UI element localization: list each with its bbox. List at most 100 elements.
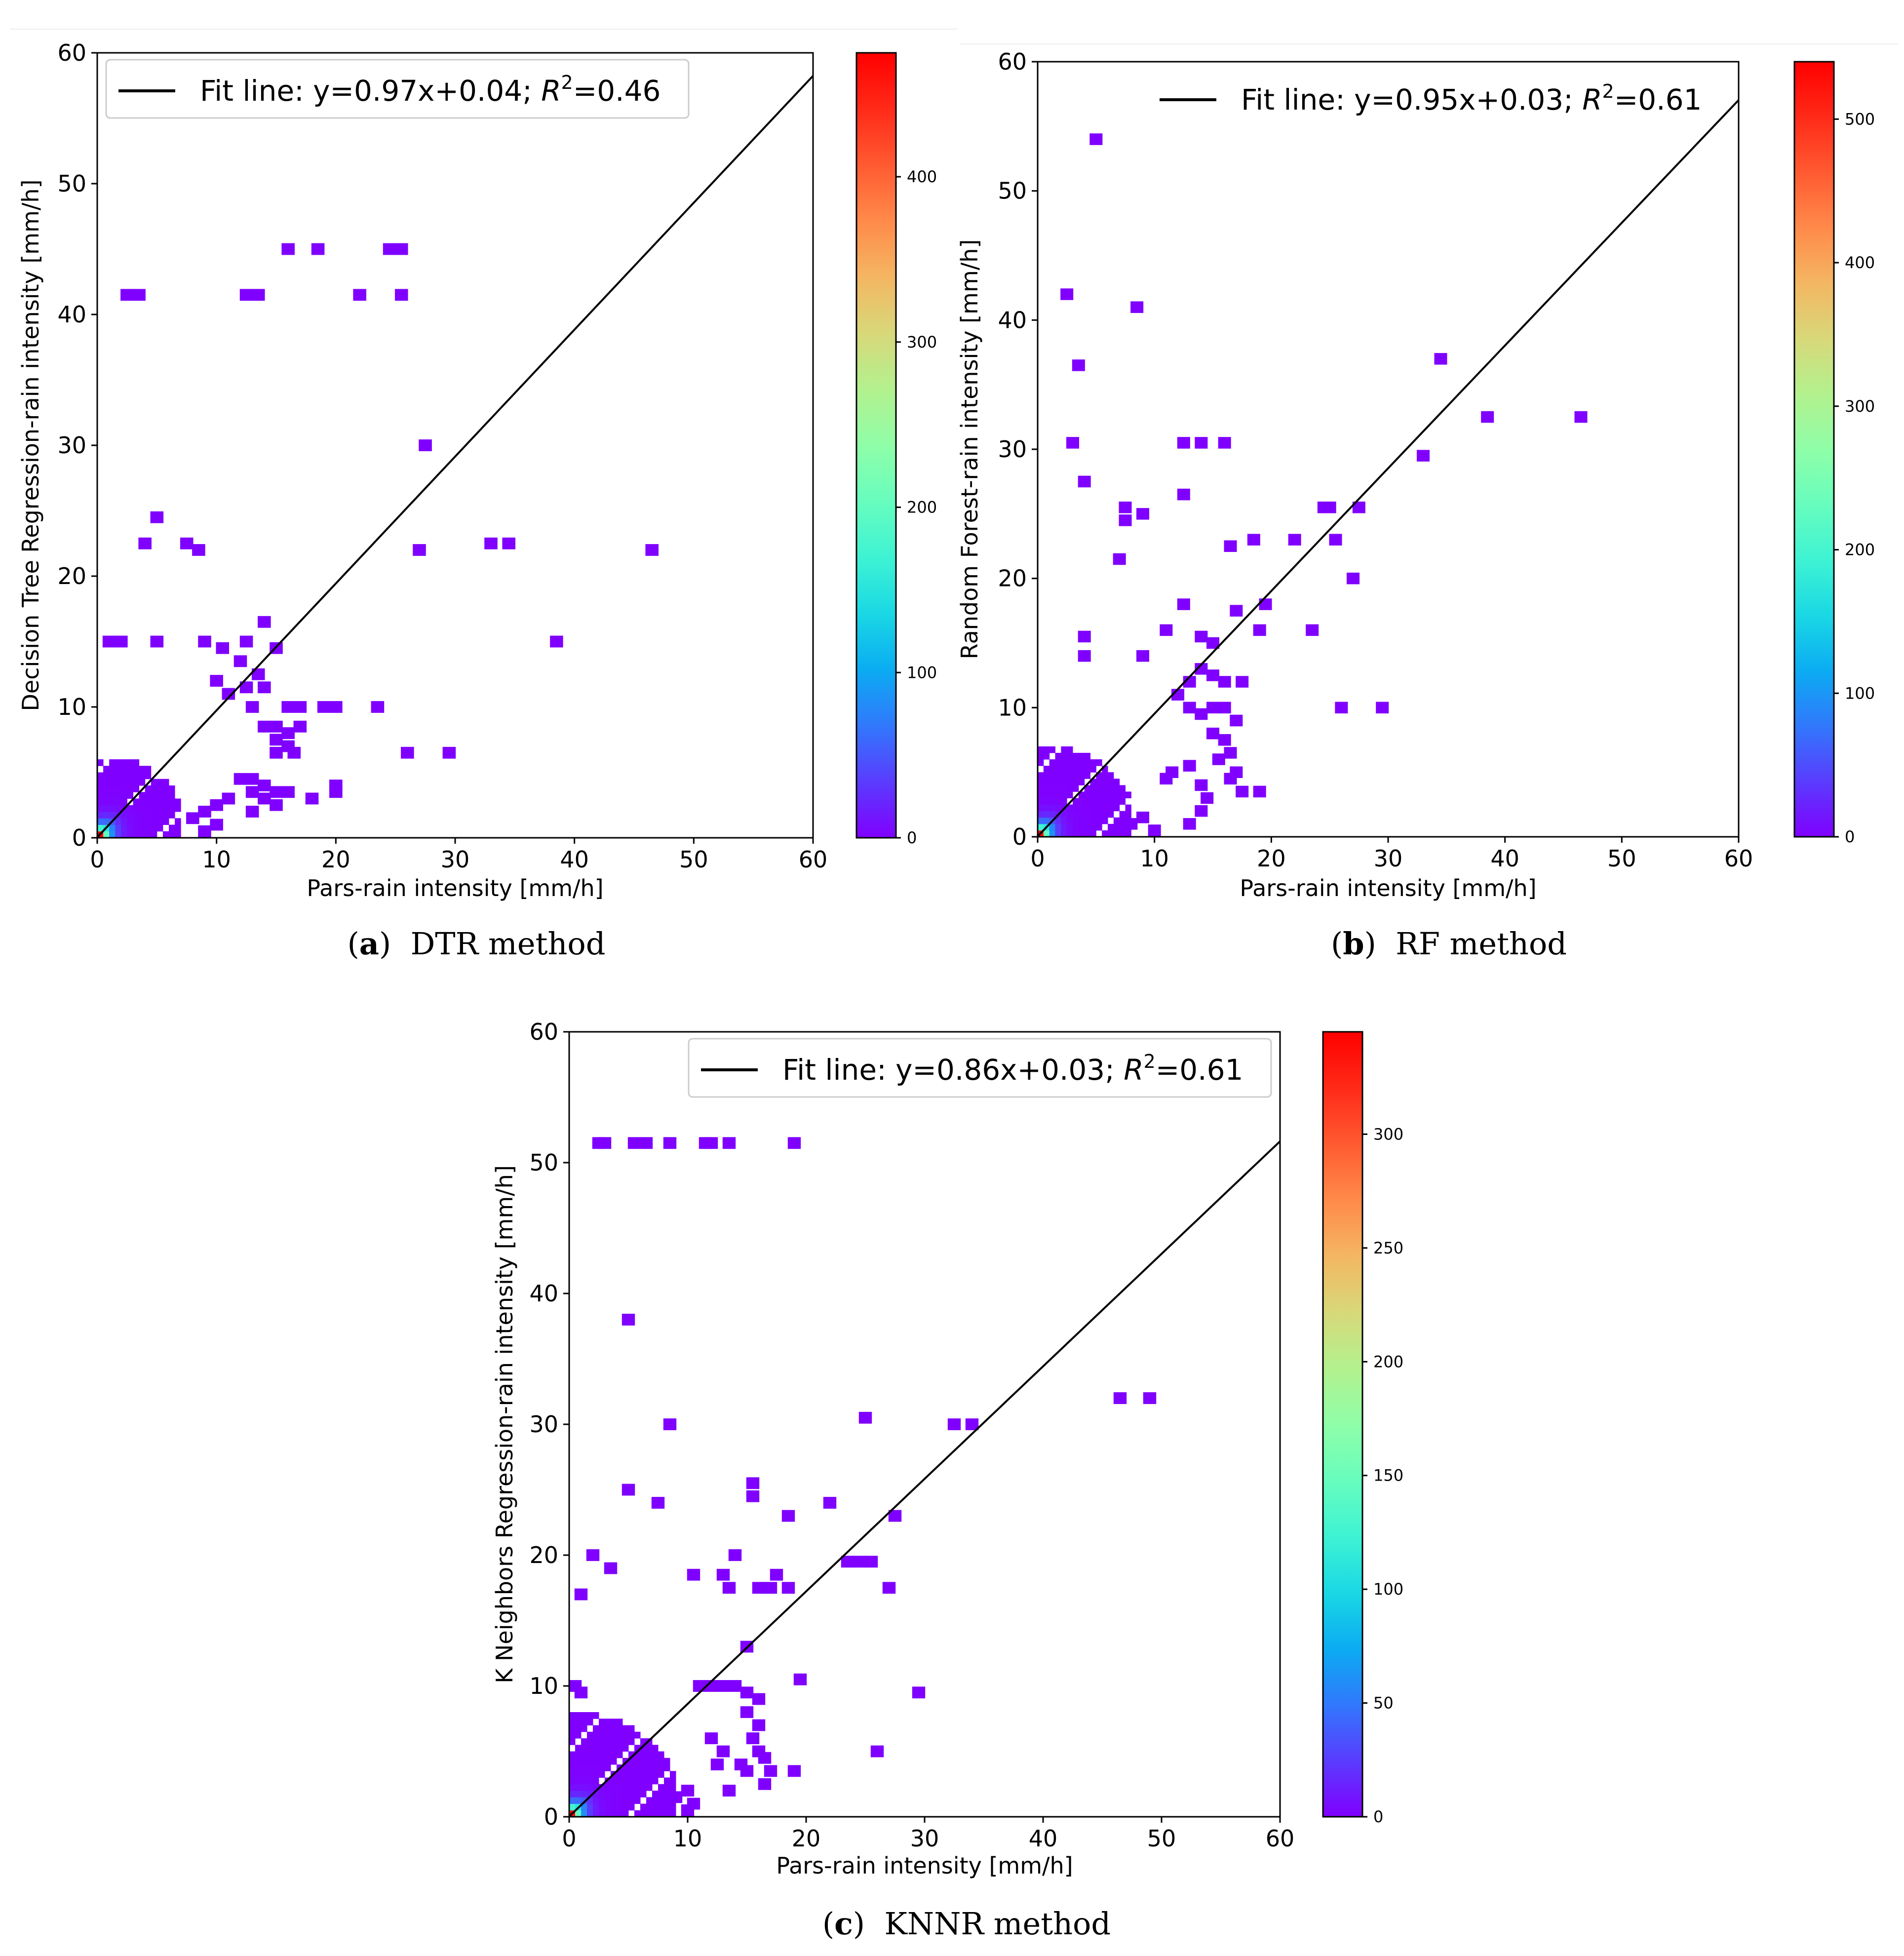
- density-cell: [1049, 798, 1055, 805]
- y-tick-label: 50: [998, 178, 1027, 204]
- density-cell: [1108, 830, 1114, 837]
- density-cell: [617, 1771, 623, 1778]
- data-point: [287, 746, 301, 759]
- y-tick-label: 20: [529, 1542, 558, 1568]
- density-cell: [599, 1771, 605, 1778]
- density-cell: [646, 1803, 653, 1811]
- density-cell: [587, 1731, 593, 1739]
- density-cell: [115, 779, 121, 786]
- density-cell: [145, 792, 152, 799]
- density-cell: [622, 1803, 629, 1811]
- data-point: [329, 701, 343, 713]
- x-tick-label: 20: [321, 846, 350, 873]
- density-cell: [139, 779, 146, 786]
- density-cell: [1113, 823, 1120, 831]
- data-point: [722, 1785, 736, 1797]
- legend: Fit line: y=0.95x+0.03; R2=0.61: [1160, 80, 1702, 117]
- density-cell: [611, 1719, 617, 1725]
- density-cell: [145, 785, 152, 792]
- data-point: [233, 655, 247, 667]
- density-cell: [169, 824, 175, 832]
- data-point: [639, 1137, 653, 1149]
- data-point: [258, 681, 271, 694]
- density-cell: [593, 1777, 599, 1785]
- data-point: [740, 1706, 754, 1718]
- y-tick-label: 20: [998, 565, 1027, 592]
- density-cell: [664, 1764, 670, 1771]
- density-cell: [670, 1803, 676, 1811]
- data-point: [1212, 753, 1225, 765]
- density-cell: [670, 1791, 676, 1798]
- data-point: [138, 537, 152, 549]
- density-cell: [575, 1764, 582, 1771]
- density-cell: [103, 831, 110, 838]
- density-cell: [156, 785, 163, 792]
- density-cell: [109, 792, 116, 799]
- density-cell: [646, 1810, 653, 1817]
- density-cell: [1108, 785, 1114, 792]
- data-point: [1195, 805, 1208, 817]
- data-point: [258, 792, 271, 805]
- density-cell: [145, 812, 152, 819]
- density-cell: [640, 1751, 647, 1759]
- legend-r2-value: =0.46: [573, 74, 661, 108]
- data-point: [728, 1549, 742, 1561]
- density-cell: [587, 1758, 593, 1765]
- legend-text: Fit line: y=0.95x+0.03; R2=0.61: [1241, 80, 1702, 117]
- y-tick-label: 60: [998, 48, 1027, 75]
- density-cell: [109, 824, 116, 832]
- data-point: [604, 1562, 618, 1574]
- density-cell: [175, 831, 181, 838]
- density-cell: [1113, 785, 1120, 792]
- density-cell: [1049, 811, 1055, 818]
- x-tick-label: 0: [90, 846, 104, 873]
- data-point: [622, 1484, 635, 1496]
- density-cell: [593, 1797, 599, 1804]
- density-cell: [652, 1777, 659, 1785]
- density-cell: [569, 1719, 576, 1725]
- density-cell: [605, 1784, 611, 1791]
- density-cell: [581, 1784, 587, 1791]
- density-cell: [1061, 823, 1067, 831]
- density-cell: [1061, 752, 1067, 760]
- legend-r2-sup: 2: [1602, 80, 1614, 102]
- data-point: [687, 1798, 700, 1810]
- x-tick-label: 10: [1140, 845, 1169, 872]
- data-point: [419, 439, 432, 451]
- density-cell: [1084, 752, 1090, 760]
- density-cell: [1061, 817, 1067, 824]
- data-point: [383, 243, 396, 255]
- data-point: [442, 746, 456, 759]
- density-cell: [103, 818, 110, 825]
- density-cell: [1096, 798, 1102, 805]
- density-cell: [575, 1797, 582, 1804]
- density-cell: [121, 759, 127, 766]
- density-cell: [145, 824, 152, 832]
- density-cell: [1090, 785, 1096, 792]
- density-cell: [97, 824, 104, 832]
- density-cell: [1055, 823, 1061, 831]
- density-cell: [151, 798, 157, 806]
- caption-b-text: RF method: [1396, 926, 1567, 962]
- density-cell: [1049, 779, 1055, 785]
- density-cell: [1073, 759, 1079, 766]
- density-cell: [151, 779, 157, 786]
- density-cell: [175, 824, 181, 832]
- density-cell: [103, 805, 110, 812]
- y-tick-label: 20: [57, 563, 86, 589]
- density-cell: [1090, 811, 1096, 818]
- density-cell: [121, 798, 127, 806]
- density-cell: [1038, 804, 1044, 812]
- colorbar-tick-label: 0: [1845, 827, 1855, 846]
- data-point: [627, 1137, 641, 1149]
- density-cell: [1038, 798, 1044, 805]
- density-cell: [1055, 791, 1061, 798]
- density-cell: [575, 1725, 582, 1732]
- data-point: [251, 668, 265, 680]
- density-cell: [581, 1797, 587, 1804]
- data-point: [1236, 785, 1249, 798]
- data-point: [1060, 288, 1074, 300]
- density-cell: [1049, 791, 1055, 798]
- density-cell: [1084, 772, 1090, 779]
- data-point: [270, 720, 283, 733]
